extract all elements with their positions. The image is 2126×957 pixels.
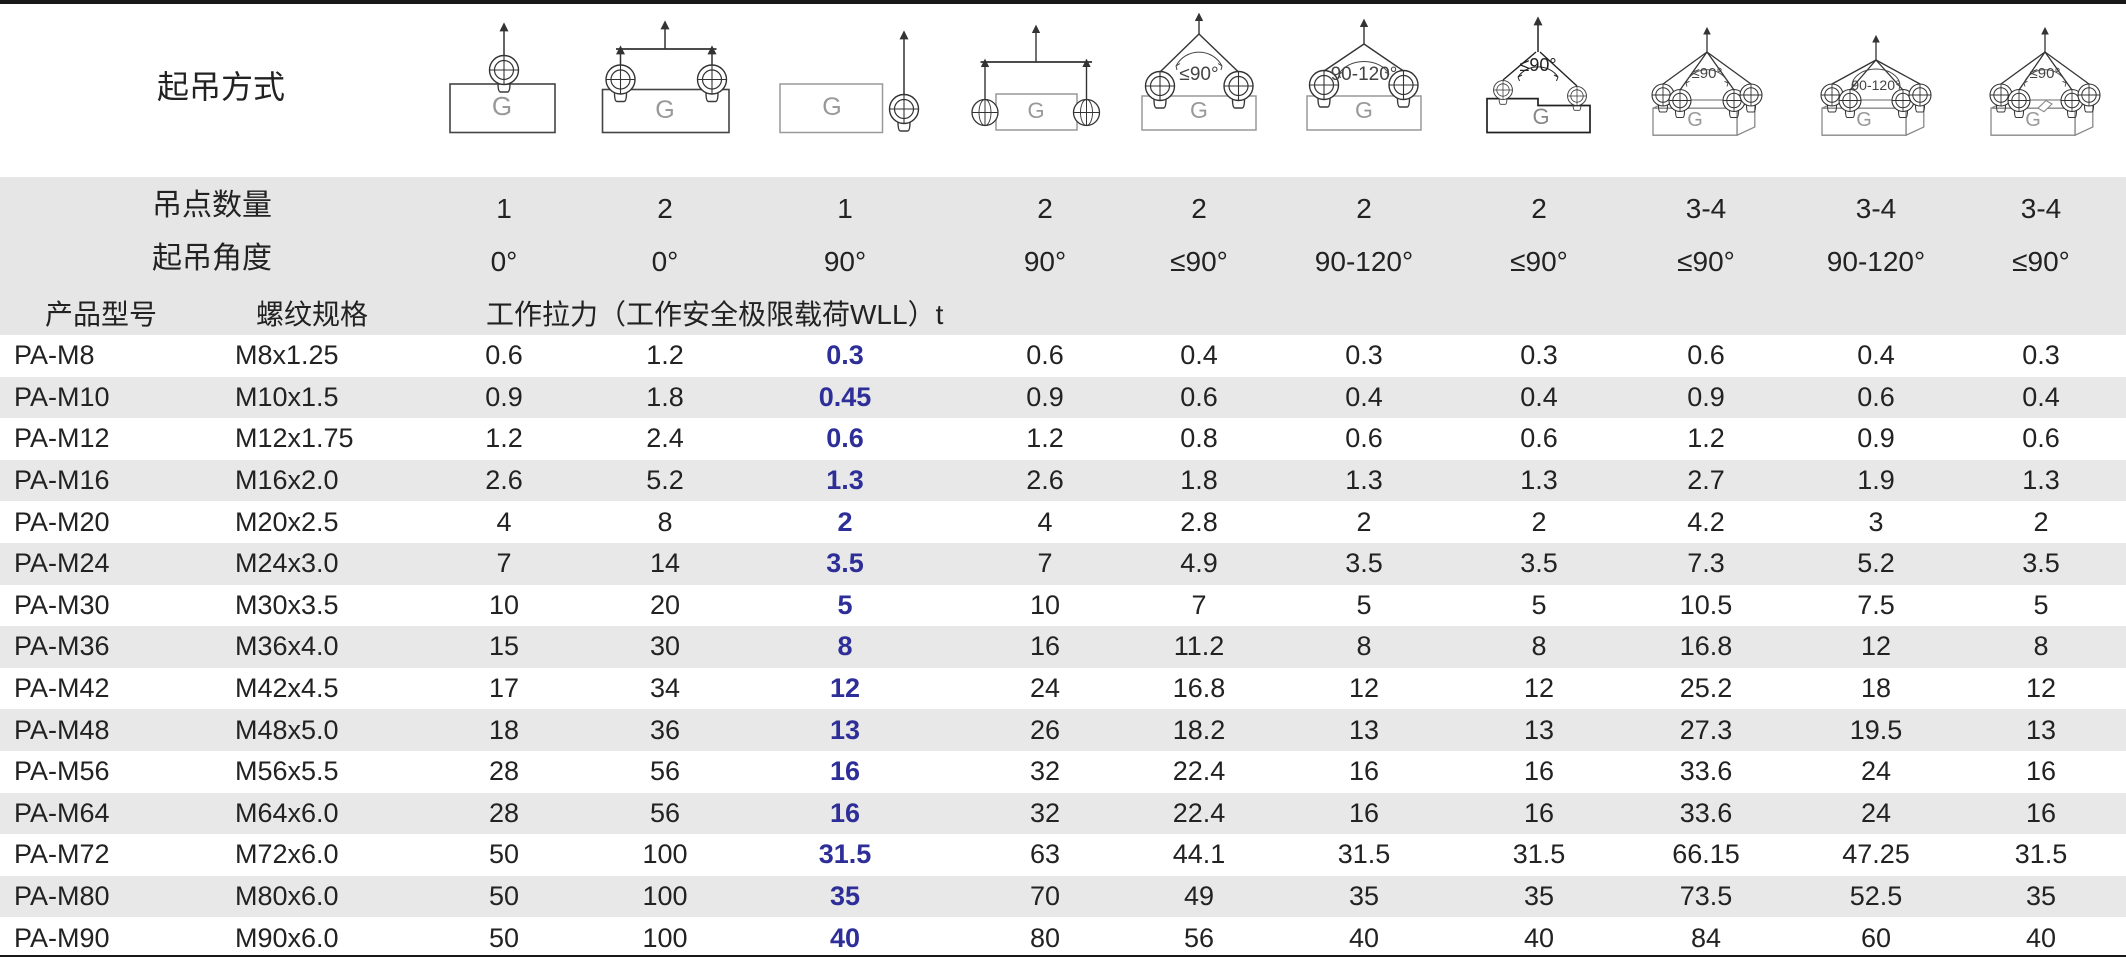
- svg-text:G: G: [1190, 97, 1208, 123]
- svg-text:G: G: [822, 93, 841, 121]
- svg-text:G: G: [2025, 109, 2041, 131]
- svg-text:≤90°: ≤90°: [1692, 65, 1723, 82]
- svg-text:90-120°: 90-120°: [1331, 64, 1398, 85]
- svg-text:≤90°: ≤90°: [1519, 55, 1556, 75]
- svg-text:G: G: [1027, 98, 1044, 123]
- svg-text:G: G: [1532, 104, 1549, 129]
- svg-text:90-120°: 90-120°: [1851, 77, 1900, 93]
- svg-text:≤90°: ≤90°: [2030, 65, 2061, 82]
- svg-text:G: G: [492, 91, 512, 121]
- svg-text:G: G: [1856, 109, 1872, 131]
- svg-text:G: G: [1687, 109, 1703, 131]
- svg-text:G: G: [1355, 97, 1373, 123]
- svg-text:≤90°: ≤90°: [1179, 64, 1218, 85]
- svg-text:G: G: [655, 96, 674, 124]
